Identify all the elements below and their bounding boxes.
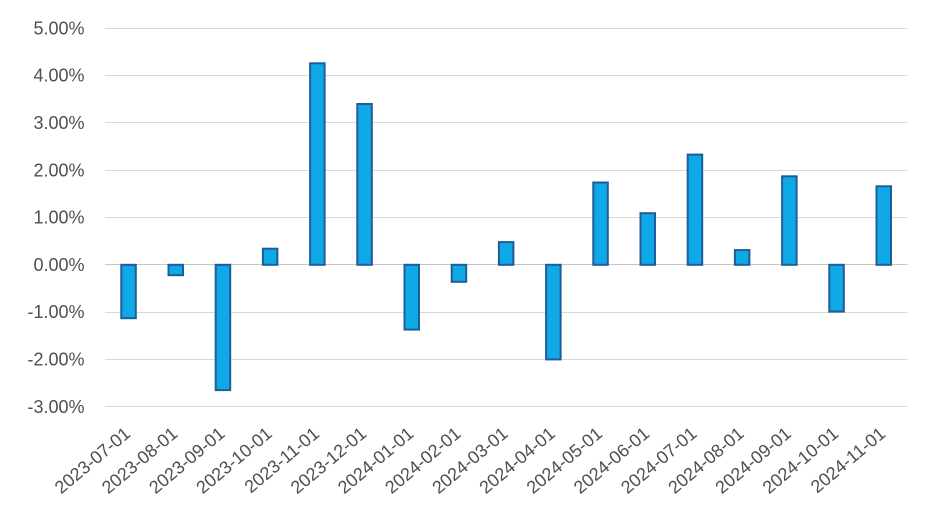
svg-text:-3.00%: -3.00% bbox=[27, 397, 84, 417]
svg-text:1.00%: 1.00% bbox=[33, 208, 84, 228]
svg-text:0.00%: 0.00% bbox=[33, 255, 84, 275]
svg-text:3.00%: 3.00% bbox=[33, 113, 84, 133]
svg-text:2.00%: 2.00% bbox=[33, 160, 84, 180]
svg-text:-2.00%: -2.00% bbox=[27, 350, 84, 370]
svg-text:5.00%: 5.00% bbox=[33, 18, 84, 38]
svg-text:-1.00%: -1.00% bbox=[27, 302, 84, 322]
svg-text:4.00%: 4.00% bbox=[33, 66, 84, 86]
